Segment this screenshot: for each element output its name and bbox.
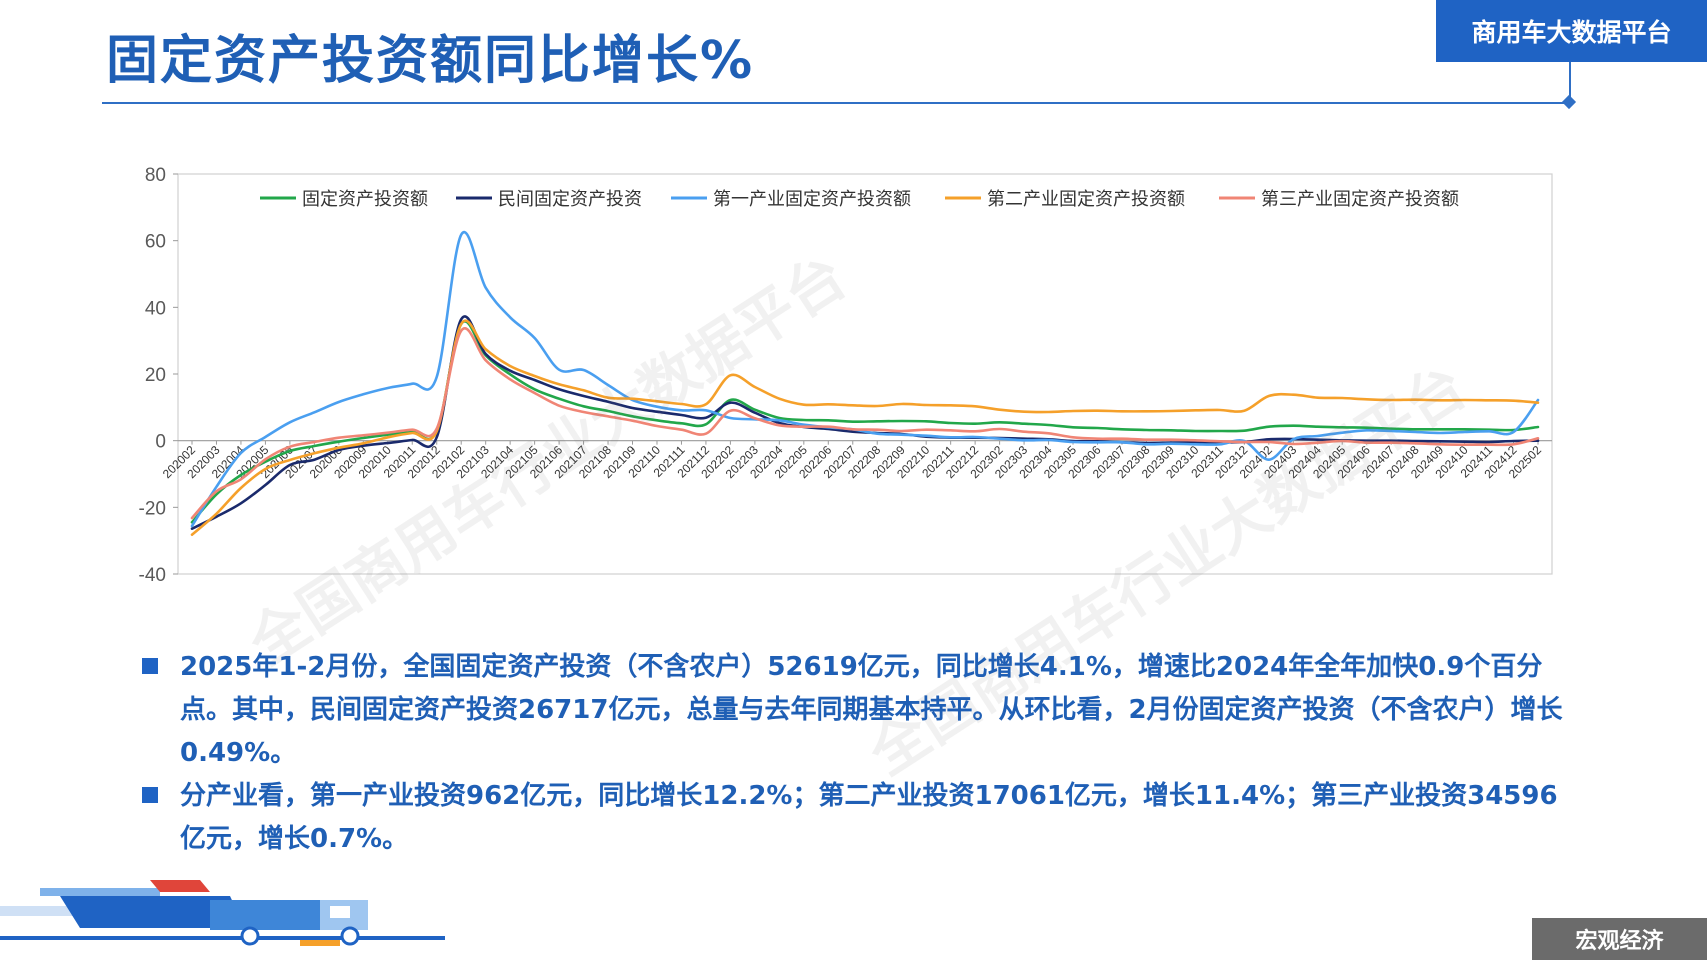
- bullet-item: 分产业看，第一产业投资962亿元，同比增长12.2%；第二产业投资17061亿元…: [140, 775, 1580, 861]
- series-line-3: [190, 230, 1540, 528]
- chart-axes: -40-200204060802020022020032020042020052…: [139, 165, 1553, 586]
- y-tick-label: 80: [145, 165, 166, 186]
- legend-label: 第二产业固定资产投资额: [987, 189, 1185, 210]
- summary-bullets: 2025年1-2月份，全国固定资产投资（不含农户）52619亿元，同比增长4.1…: [140, 646, 1580, 861]
- bullet-text: 2025年1-2月份，全国固定资产投资（不含农户）52619亿元，同比增长4.1…: [180, 652, 1563, 768]
- y-tick-label: 0: [155, 432, 166, 453]
- series-line-5: [190, 327, 1540, 520]
- y-tick-label: -40: [139, 565, 166, 586]
- series-line-2: [190, 315, 1540, 530]
- chart-series: [190, 230, 1540, 536]
- bullet-square-icon: [142, 787, 158, 803]
- brand-connector: [1569, 62, 1571, 100]
- series-line-4: [190, 319, 1540, 536]
- brand-badge: 商用车大数据平台: [1436, 0, 1707, 62]
- bullet-square-icon: [142, 658, 158, 674]
- legend-label: 固定资产投资额: [302, 189, 428, 210]
- title-divider: [102, 102, 1572, 104]
- y-tick-label: 60: [145, 232, 166, 253]
- legend-label: 民间固定资产投资: [498, 189, 642, 210]
- chart-legend: 固定资产投资额 民间固定资产投资 第一产业固定资产投资额 第二产业固定资产投资额 第三产…: [260, 189, 1459, 210]
- page-title: 固定资产投资额同比增长%: [106, 31, 755, 91]
- y-tick-label: 20: [145, 365, 166, 386]
- truck-logo-icon: [0, 880, 445, 946]
- legend-label: 第三产业固定资产投资额: [1261, 189, 1459, 210]
- bullet-item: 2025年1-2月份，全国固定资产投资（不含农户）52619亿元，同比增长4.1…: [140, 646, 1580, 775]
- y-tick-label: 40: [145, 298, 166, 319]
- series-line-1: [190, 320, 1540, 524]
- section-tag: 宏观经济: [1532, 918, 1707, 960]
- bullet-text: 分产业看，第一产业投资962亿元，同比增长12.2%；第二产业投资17061亿元…: [180, 781, 1558, 854]
- legend-label: 第一产业固定资产投资额: [713, 189, 911, 210]
- y-tick-label: -20: [139, 498, 166, 519]
- plot-frame: [177, 173, 1553, 575]
